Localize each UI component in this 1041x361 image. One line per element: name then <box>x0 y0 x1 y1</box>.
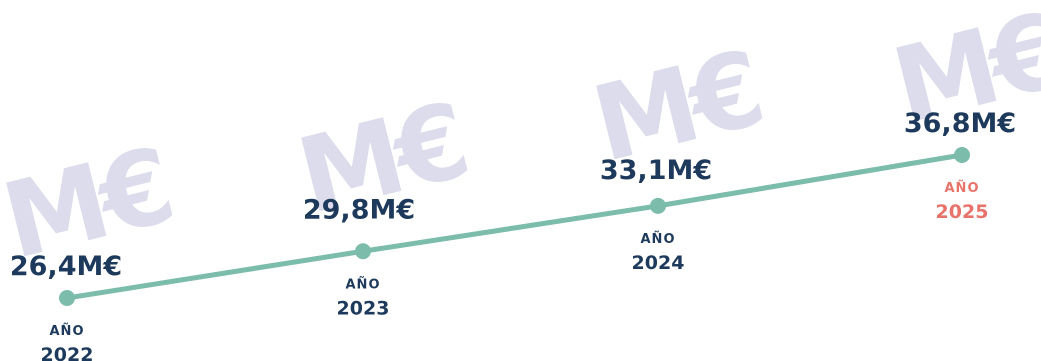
value-label-2022: 26,4M€ <box>10 251 122 282</box>
data-point-2025 <box>954 147 970 163</box>
value-label-2024: 33,1M€ <box>600 155 712 186</box>
data-point-2024 <box>650 197 666 214</box>
value-label-2023: 29,8M€ <box>303 194 415 225</box>
labels-layer: 26,4M€ AÑO 2022 29,8M€ AÑO 2023 33,1M€ AÑO 2024 3… <box>10 108 1016 361</box>
year-label-2024: 2024 <box>632 252 685 274</box>
value-label-2025: 36,8M€ <box>904 108 1016 139</box>
year-word-2022: AÑO <box>50 323 85 339</box>
series-line <box>64 152 965 301</box>
series-layer <box>59 147 970 306</box>
data-point-2023 <box>355 243 371 260</box>
data-point-2022 <box>59 290 75 306</box>
year-label-2025: 2025 <box>936 201 989 223</box>
year-label-2023: 2023 <box>337 297 390 319</box>
year-word-2023: AÑO <box>346 276 381 292</box>
year-label-2022: 2022 <box>41 344 94 361</box>
year-word-2024: AÑO <box>641 231 676 247</box>
watermark-layer: M€ M€ M€ M€ <box>0 0 1041 283</box>
year-word-2025: AÑO <box>945 180 980 196</box>
